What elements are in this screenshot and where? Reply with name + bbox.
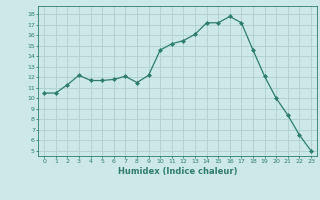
X-axis label: Humidex (Indice chaleur): Humidex (Indice chaleur)	[118, 167, 237, 176]
